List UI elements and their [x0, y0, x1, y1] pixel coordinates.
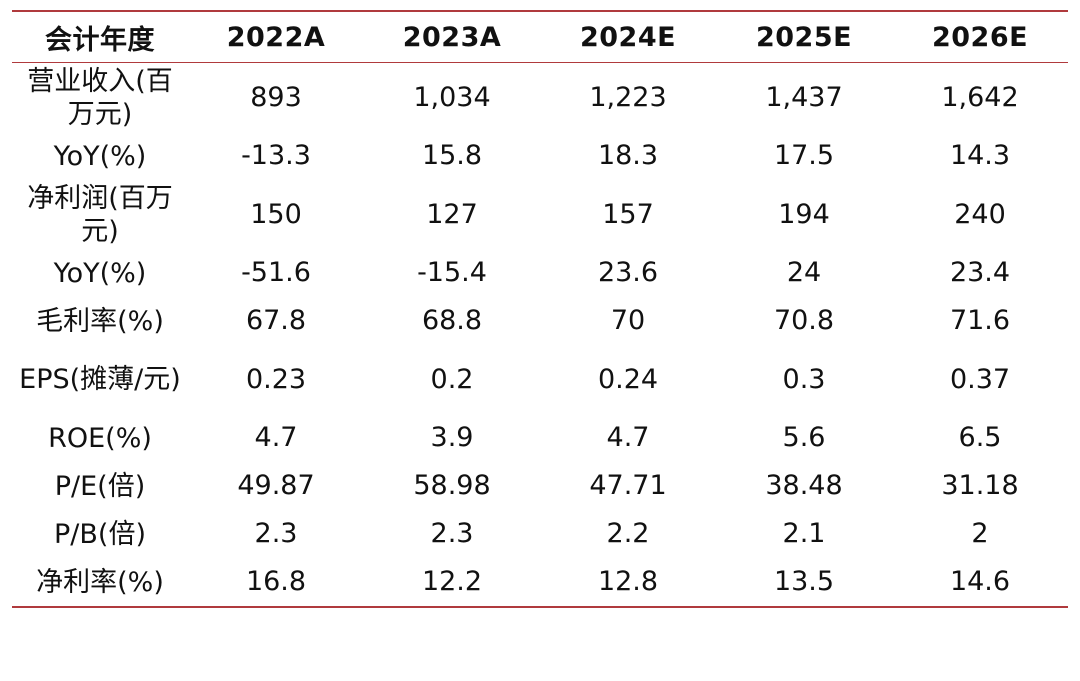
table-row: EPS(摊薄/元) 0.23 0.2 0.24 0.3 0.37 [12, 345, 1068, 414]
table-cell: 14.6 [949, 566, 1011, 597]
table-row: YoY(%) -13.3 15.8 18.3 17.5 14.3 [12, 132, 1068, 180]
header-2025e: 2025E [755, 21, 853, 53]
row-label: 净利率(%) [36, 566, 164, 598]
table-cell: 15.8 [421, 140, 483, 171]
row-label: P/B(倍) [54, 518, 146, 550]
forecast-table-body: 营业收入(百万元) 893 1,034 1,223 1,437 1,642 Yo… [12, 63, 1068, 606]
forecast-table: 会计年度 2022A 2023A 2024E 2025E 2026E [12, 12, 1068, 62]
table-cell: 2.3 [254, 518, 298, 549]
table-cell: 18.3 [597, 140, 659, 171]
table-cell: 2 [971, 518, 989, 549]
table-cell: 23.6 [597, 257, 659, 288]
header-2024e: 2024E [579, 21, 677, 53]
row-label: YoY(%) [53, 140, 147, 172]
table-cell: 6.5 [958, 422, 1002, 453]
table-cell: 127 [426, 198, 478, 230]
table-cell: 2.2 [606, 518, 650, 549]
table-row: ROE(%) 4.7 3.9 4.7 5.6 6.5 [12, 414, 1068, 462]
table-row: 净利率(%) 16.8 12.2 12.8 13.5 14.6 [12, 558, 1068, 606]
table-cell: 38.48 [765, 470, 843, 501]
header-2026e: 2026E [931, 21, 1029, 53]
table-cell: 893 [250, 81, 302, 113]
table-cell: 5.6 [782, 422, 826, 453]
table-row: 毛利率(%) 67.8 68.8 70 70.8 71.6 [12, 297, 1068, 345]
row-label: P/E(倍) [54, 470, 146, 502]
row-label: 营业收入(百万元) [27, 65, 173, 130]
table-cell: 157 [602, 198, 654, 230]
table-cell: 1,437 [765, 81, 843, 113]
table-cell: 58.98 [413, 470, 491, 501]
table-cell: 24 [786, 257, 822, 288]
header-row: 会计年度 2022A 2023A 2024E 2025E 2026E [12, 12, 1068, 62]
table-cell: 0.24 [597, 363, 659, 395]
table-cell: 71.6 [949, 305, 1011, 336]
table-cell: 31.18 [941, 470, 1019, 501]
header-label: 会计年度 [45, 24, 155, 56]
table-cell: 4.7 [254, 422, 298, 453]
header-2022a: 2022A [226, 21, 326, 53]
table-cell: 1,642 [941, 81, 1019, 113]
table-cell: 2.1 [782, 518, 826, 549]
table-cell: 67.8 [245, 305, 307, 336]
row-label: YoY(%) [53, 257, 147, 289]
table-cell: 12.2 [421, 566, 483, 597]
table-cell: 23.4 [949, 257, 1011, 288]
table-cell: 0.37 [949, 363, 1011, 395]
table-cell: 0.23 [245, 363, 307, 395]
table-row: P/B(倍) 2.3 2.3 2.2 2.1 2 [12, 510, 1068, 558]
table-cell: 70.8 [773, 305, 835, 336]
table-row: 净利润(百万元) 150 127 157 194 240 [12, 180, 1068, 249]
header-2023a: 2023A [402, 21, 502, 53]
table-cell: 1,223 [589, 81, 667, 113]
table-cell: 0.3 [782, 363, 826, 395]
row-label: 净利润(百万元) [27, 182, 173, 247]
table-cell: 12.8 [597, 566, 659, 597]
table-cell: 1,034 [413, 81, 491, 113]
top-rule [12, 10, 1068, 12]
table-cell: 194 [778, 198, 830, 230]
table-cell: 13.5 [773, 566, 835, 597]
financial-forecast-table: 会计年度 2022A 2023A 2024E 2025E 2026E 营业收入(… [12, 10, 1068, 608]
table-cell: 150 [250, 198, 302, 230]
header-rule [12, 62, 1068, 63]
table-cell: -15.4 [417, 257, 487, 288]
table-cell: 68.8 [421, 305, 483, 336]
table-cell: 14.3 [949, 140, 1011, 171]
table-cell: 47.71 [589, 470, 667, 501]
table-cell: 3.9 [430, 422, 474, 453]
bottom-rule [12, 606, 1068, 608]
table-cell: 16.8 [245, 566, 307, 597]
table-cell: -51.6 [241, 257, 311, 288]
table-cell: 4.7 [606, 422, 650, 453]
row-label: ROE(%) [48, 422, 152, 454]
row-label: EPS(摊薄/元) [19, 364, 181, 395]
table-cell: 49.87 [237, 470, 315, 501]
table-row: P/E(倍) 49.87 58.98 47.71 38.48 31.18 [12, 462, 1068, 510]
table-cell: 240 [954, 198, 1006, 230]
table-cell: 17.5 [773, 140, 835, 171]
table-cell: 2.3 [430, 518, 474, 549]
table-row: 营业收入(百万元) 893 1,034 1,223 1,437 1,642 [12, 63, 1068, 132]
table-cell: 0.2 [430, 363, 474, 395]
table-cell: -13.3 [241, 140, 311, 171]
table-cell: 70 [610, 305, 646, 336]
table-row: YoY(%) -51.6 -15.4 23.6 24 23.4 [12, 249, 1068, 297]
row-label: 毛利率(%) [36, 305, 164, 337]
